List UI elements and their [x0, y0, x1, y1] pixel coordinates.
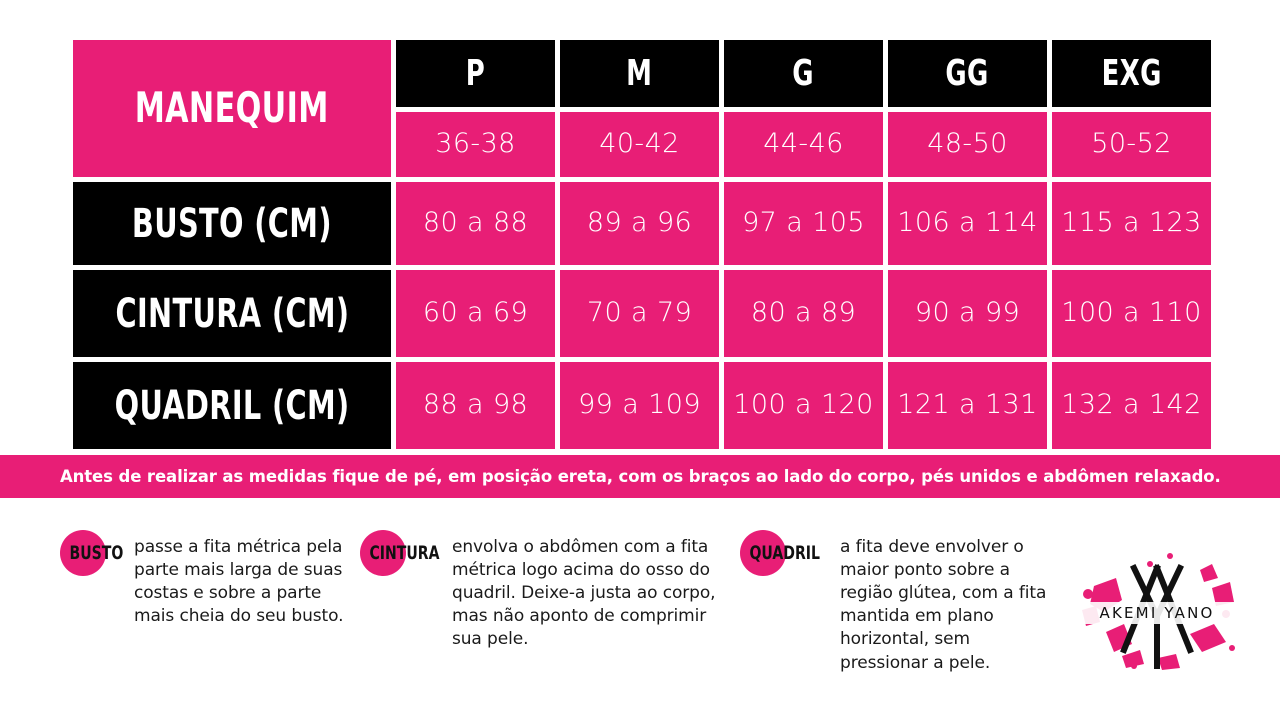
cell-value: 100 a 120	[733, 389, 874, 421]
table-row: 100 a 120	[724, 362, 883, 449]
manequim-value-p: 36-38	[396, 112, 555, 177]
badge-quadril: QUADRIL	[740, 530, 840, 576]
size-header-g: G	[724, 40, 883, 107]
size-header-label: EXG	[1101, 52, 1162, 94]
circle-icon	[360, 530, 406, 576]
manequim-value-m: 40-42	[560, 112, 719, 177]
manequim-value-exg: 50-52	[1052, 112, 1211, 177]
cell-value: 88 a 98	[422, 389, 529, 421]
table-row: 80 a 89	[724, 270, 883, 357]
row-label-quadril: QUADRIL (CM)	[73, 362, 391, 449]
cell-value: 97 a 105	[742, 207, 865, 239]
badge-label: BUSTO	[69, 542, 124, 564]
badge-cintura: CINTURA	[360, 530, 452, 576]
instruction-text: a fita deve envolver o maior ponto sobre…	[840, 537, 1047, 673]
cell-value: 44-46	[763, 128, 844, 160]
cell-value: 132 a 142	[1061, 389, 1202, 421]
row-label-busto: BUSTO (CM)	[73, 182, 391, 265]
table-row: 89 a 96	[560, 182, 719, 265]
instructions-section: BUSTO passe a fita métrica pela parte ma…	[0, 528, 1280, 703]
logo-artwork	[1062, 553, 1252, 670]
circle-icon	[60, 530, 106, 576]
manequim-value-gg: 48-50	[888, 112, 1047, 177]
table-row: 99 a 109	[560, 362, 719, 449]
cell-value: 48-50	[927, 128, 1008, 160]
size-header-label: GG	[945, 52, 990, 94]
row-label: BUSTO (CM)	[132, 200, 332, 247]
size-header-p: P	[396, 40, 555, 107]
cell-value: 115 a 123	[1061, 207, 1202, 239]
instruction-cintura: CINTURA envolva o abdômen com a fita mét…	[360, 528, 718, 652]
manequim-value-g: 44-46	[724, 112, 883, 177]
instruction-busto: BUSTO passe a fita métrica pela parte ma…	[60, 528, 358, 628]
size-table: MANEQUIM P M G GG EXG 36-38 40-42 44-46 …	[73, 40, 1211, 449]
row-label: CINTURA (CM)	[115, 290, 349, 337]
cell-value: 80 a 89	[750, 297, 857, 329]
size-header-label: M	[626, 52, 653, 94]
cell-value: 121 a 131	[897, 389, 1038, 421]
cell-value: 70 a 79	[586, 297, 693, 329]
cell-value: 60 a 69	[422, 297, 529, 329]
measurement-tip-banner: Antes de realizar as medidas fique de pé…	[0, 455, 1280, 498]
manequim-label: MANEQUIM	[135, 83, 329, 133]
table-row: 132 a 142	[1052, 362, 1211, 449]
cell-value: 40-42	[599, 128, 680, 160]
table-row: 70 a 79	[560, 270, 719, 357]
table-row: 60 a 69	[396, 270, 555, 357]
circle-icon	[740, 530, 786, 576]
badge-label: QUADRIL	[749, 542, 820, 564]
cell-value: 90 a 99	[914, 297, 1021, 329]
table-row: 115 a 123	[1052, 182, 1211, 265]
cell-value: 100 a 110	[1061, 297, 1202, 329]
instruction-quadril: QUADRIL a fita deve envolver o maior pon…	[740, 528, 1058, 675]
logo-wordmark: AKEMI YANO	[1099, 604, 1215, 622]
table-row: 97 a 105	[724, 182, 883, 265]
row-label: QUADRIL (CM)	[114, 382, 350, 429]
table-row: 90 a 99	[888, 270, 1047, 357]
cell-value: 36-38	[435, 128, 516, 160]
badge-label: CINTURA	[369, 542, 440, 564]
instruction-text: envolva o abdômen com a fita métrica log…	[452, 537, 716, 650]
instruction-text: passe a fita métrica pela parte mais lar…	[134, 537, 344, 627]
size-header-exg: EXG	[1052, 40, 1211, 107]
table-header-manequim: MANEQUIM	[73, 40, 391, 177]
size-header-m: M	[560, 40, 719, 107]
table-row: 106 a 114	[888, 182, 1047, 265]
size-header-label: P	[465, 52, 486, 94]
table-row: 80 a 88	[396, 182, 555, 265]
banner-text: Antes de realizar as medidas fique de pé…	[59, 466, 1221, 487]
table-row: 88 a 98	[396, 362, 555, 449]
cell-value: 50-52	[1091, 128, 1172, 160]
cell-value: 89 a 96	[586, 207, 693, 239]
cell-value: 99 a 109	[578, 389, 701, 421]
badge-busto: BUSTO	[60, 530, 134, 576]
size-header-label: G	[792, 52, 815, 94]
cell-value: 80 a 88	[422, 207, 529, 239]
brand-logo: AKEMI YANO	[1062, 548, 1252, 673]
cell-value: 106 a 114	[897, 207, 1038, 239]
row-label-cintura: CINTURA (CM)	[73, 270, 391, 357]
table-row: 121 a 131	[888, 362, 1047, 449]
wordmark-backing	[1062, 602, 1252, 624]
size-header-gg: GG	[888, 40, 1047, 107]
table-row: 100 a 110	[1052, 270, 1211, 357]
